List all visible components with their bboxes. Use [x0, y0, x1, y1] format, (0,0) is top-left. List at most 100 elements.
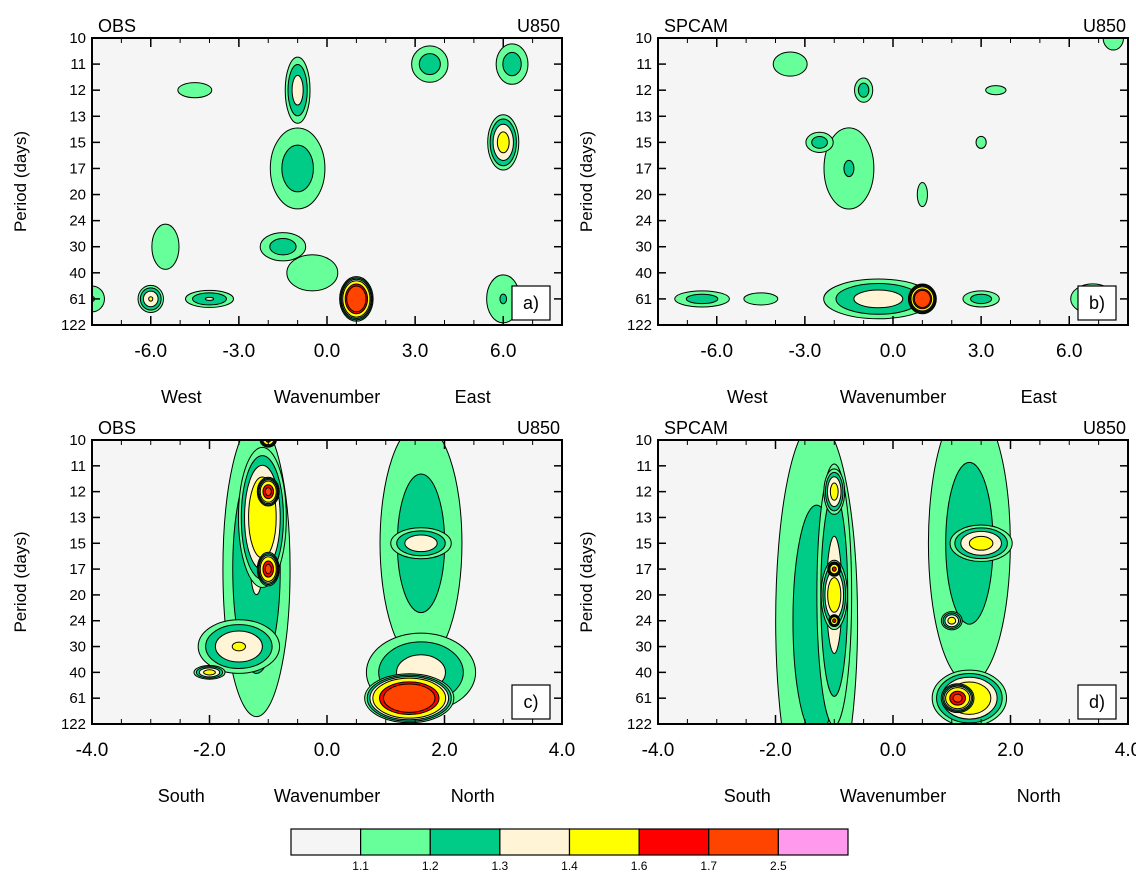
y-tick-label: 15 — [635, 535, 652, 552]
contour-level-1.6 — [831, 566, 837, 572]
x-tick-label: 3.0 — [402, 341, 428, 362]
plot-background — [658, 440, 1128, 724]
y-tick-label: 61 — [635, 291, 652, 308]
colorbar-swatch — [568, 828, 640, 856]
x-tick-label: 0.0 — [880, 740, 906, 761]
x-axis-label: Wavenumber — [840, 786, 946, 806]
x-tick-label: -2.0 — [193, 740, 226, 761]
colorbar-swatch — [290, 828, 362, 856]
y-tick-label: 12 — [635, 82, 652, 99]
contour-level-1.4 — [829, 482, 839, 501]
y-tick-label: 40 — [69, 265, 86, 282]
x-axis-label-right: North — [1017, 786, 1061, 806]
y-tick-label: 17 — [69, 561, 86, 578]
contour-level-1.6 — [832, 618, 837, 624]
x-axis-label-left: South — [158, 786, 205, 806]
colorbar: 1.1 1.2 1.3 1.4 1.6 1.7 2.5 — [290, 828, 849, 873]
panel-tag-box — [511, 285, 551, 321]
y-tick-label: 24 — [635, 613, 652, 630]
y-axis-label: Period (days) — [11, 531, 30, 632]
contour-level-1.1 — [177, 82, 213, 99]
x-tick-label: 3.0 — [968, 341, 994, 362]
y-tick-label: 40 — [69, 664, 86, 681]
contour-level-1.4 — [968, 535, 994, 551]
y-tick-label: 40 — [635, 265, 652, 282]
y-tick-label: 122 — [627, 716, 652, 733]
contour-level-1.7 — [383, 683, 436, 713]
contour-level-1.7 — [346, 285, 367, 313]
panel-b: 10 11 12 13 15 17 20 24 30 40 61 122 -6.0 -3.0 0.0 3.0 6… — [577, 16, 1129, 407]
x-axis-label-right: North — [451, 786, 495, 806]
x-axis-label-left: South — [724, 786, 771, 806]
colorbar-swatch — [708, 828, 779, 856]
y-tick-label: 20 — [635, 187, 652, 204]
panel-tag-label: a) — [523, 293, 539, 313]
panel-title-right: U850 — [517, 16, 560, 36]
y-tick-label: 10 — [69, 30, 86, 47]
x-tick-label: 6.0 — [490, 341, 516, 362]
y-tick-label: 10 — [635, 432, 652, 449]
colorbar-swatch — [429, 828, 501, 856]
contour-level-1.2 — [418, 53, 441, 76]
y-tick-label: 24 — [635, 213, 652, 230]
colorbar-label: 1.6 — [631, 859, 648, 873]
panel-tag-label: b) — [1089, 293, 1105, 313]
contour-level-1.2 — [811, 136, 828, 149]
y-axis-label: Period (days) — [11, 131, 30, 232]
panel-title-right: U850 — [1083, 418, 1126, 438]
panel-title-left: SPCAM — [664, 418, 728, 438]
y-tick-label: 11 — [636, 56, 652, 73]
y-axis-label: Period (days) — [577, 131, 596, 232]
y-tick-label: 61 — [635, 690, 652, 707]
contour-level-1.2 — [499, 293, 508, 305]
panel-title-left: OBS — [98, 418, 136, 438]
colorbar-swatch — [360, 828, 431, 856]
x-axis-label: Wavenumber — [274, 786, 380, 806]
y-tick-label: 24 — [69, 613, 86, 630]
colorbar-label: 1.1 — [352, 859, 369, 873]
contour-level-1.3 — [204, 296, 215, 301]
y-axis-label: Period (days) — [577, 531, 596, 632]
y-tick-label: 24 — [69, 213, 86, 230]
panel-title-left: OBS — [98, 16, 136, 36]
contour-level-1.1 — [916, 181, 928, 208]
y-tick-label: 11 — [70, 458, 86, 475]
contour-level-1.4 — [827, 577, 842, 613]
x-tick-label: 0.0 — [314, 740, 340, 761]
y-tick-label: 61 — [69, 690, 86, 707]
contour-level-1.3 — [291, 74, 304, 106]
contour-level-1.2 — [843, 159, 855, 178]
contour-level-1.1 — [1102, 38, 1124, 51]
colorbar-label: 1.7 — [700, 859, 717, 873]
y-tick-label: 20 — [69, 587, 86, 604]
contour-level-1.2 — [281, 144, 314, 193]
x-axis-label-right: East — [1021, 387, 1057, 407]
contour-level-1.4 — [148, 296, 154, 302]
x-tick-label: -3.0 — [223, 341, 256, 362]
y-tick-label: 11 — [636, 458, 652, 475]
y-tick-label: 10 — [635, 30, 652, 47]
contour-level-1.3 — [404, 534, 438, 553]
colorbar-swatch — [499, 828, 571, 856]
panel-title-right: U850 — [517, 418, 560, 438]
contour-level-1.1 — [286, 254, 339, 292]
contour-level-1.2 — [970, 293, 993, 305]
y-tick-label: 13 — [69, 108, 86, 125]
y-tick-label: 17 — [635, 160, 652, 177]
contour-layer — [775, 440, 1013, 724]
panel-tag-box — [1077, 285, 1117, 321]
contour-level-1.7 — [264, 563, 272, 575]
panel-tag-box — [511, 684, 551, 720]
x-tick-label: -2.0 — [759, 740, 792, 761]
contour-level-1.2 — [269, 238, 297, 256]
colorbar-label: 1.2 — [422, 859, 439, 873]
panel-d: 10 11 12 13 15 17 20 24 30 40 61 122 -4.0 -2.0 0.0 2.0 4… — [577, 418, 1136, 806]
y-tick-label: 122 — [627, 317, 652, 334]
y-tick-label: 20 — [635, 587, 652, 604]
y-tick-label: 17 — [69, 160, 86, 177]
contour-level-1.4 — [496, 131, 510, 154]
contour-level-1.4 — [947, 616, 957, 625]
contour-level-1.7 — [952, 693, 963, 703]
x-tick-label: -4.0 — [642, 740, 675, 761]
